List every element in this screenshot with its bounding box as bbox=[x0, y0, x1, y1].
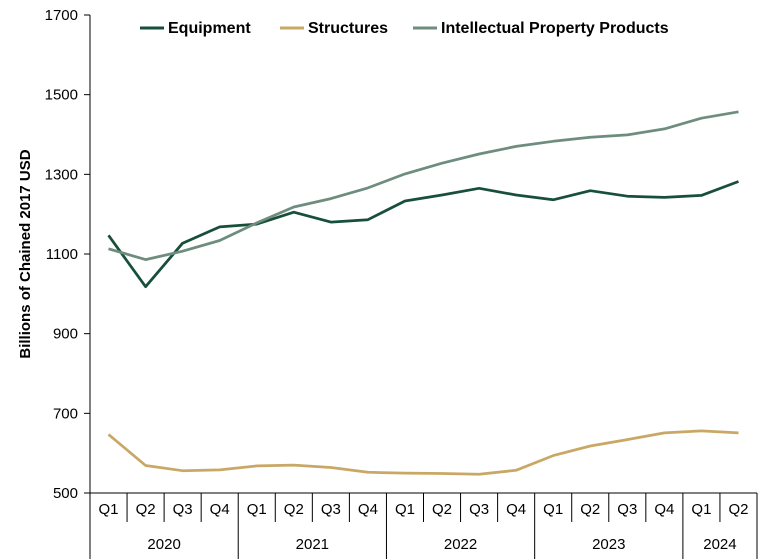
x-year-label: 2021 bbox=[296, 536, 329, 553]
x-quarter-label: Q2 bbox=[136, 501, 156, 518]
legend-label: Intellectual Property Products bbox=[441, 20, 669, 37]
x-quarter-label: Q3 bbox=[321, 501, 341, 518]
x-quarter-label: Q1 bbox=[247, 501, 267, 518]
y-axis: 500 700 900 1100 1300 1500 1700 bbox=[45, 7, 91, 502]
x-quarter-label: Q2 bbox=[284, 501, 304, 518]
x-axis: Q1 Q2 Q3 Q4 Q1 Q2 Q3 Q4 Q1 Q2 Q3 Q4 Q1 Q2 Q3 Q4 Q1 Q2 2020… bbox=[89, 492, 758, 559]
x-quarter-label: Q4 bbox=[210, 501, 230, 518]
y-tick-label: 900 bbox=[53, 326, 78, 343]
series-line-intellectual-property-products bbox=[108, 110, 739, 261]
x-year-label: 2023 bbox=[592, 536, 625, 553]
x-quarter-label: Q1 bbox=[543, 501, 563, 518]
y-tick-label: 500 bbox=[53, 485, 78, 502]
x-quarter-label: Q1 bbox=[99, 501, 119, 518]
x-quarter-label: Q3 bbox=[617, 501, 637, 518]
x-quarter-label: Q2 bbox=[580, 501, 600, 518]
y-tick-label: 1700 bbox=[45, 7, 78, 24]
x-quarter-label: Q4 bbox=[358, 501, 378, 518]
x-quarter-label: Q4 bbox=[654, 501, 674, 518]
x-quarter-label: Q4 bbox=[506, 501, 526, 518]
y-tick-label: 1500 bbox=[45, 87, 78, 104]
y-tick-label: 700 bbox=[53, 405, 78, 422]
legend-label: Equipment bbox=[168, 20, 251, 37]
y-tick-label: 1300 bbox=[45, 166, 78, 183]
x-quarter-label: Q1 bbox=[395, 501, 415, 518]
series-line-equipment bbox=[107, 180, 739, 289]
x-quarter-label: Q3 bbox=[469, 501, 489, 518]
y-tick-label: 1100 bbox=[46, 246, 78, 263]
x-quarter-label: Q2 bbox=[728, 501, 748, 518]
x-year-label: 2024 bbox=[703, 536, 736, 553]
x-quarter-label: Q3 bbox=[173, 501, 193, 518]
x-quarter-label: Q1 bbox=[691, 501, 711, 518]
plot-area bbox=[107, 110, 739, 476]
legend-label: Structures bbox=[308, 20, 388, 37]
legend: Equipment Structures Intellectual Property… bbox=[140, 20, 669, 37]
x-year-label: 2022 bbox=[444, 536, 477, 553]
x-year-label: 2020 bbox=[147, 536, 180, 553]
series-line-structures bbox=[107, 429, 739, 476]
x-quarter-label: Q2 bbox=[432, 501, 452, 518]
y-axis-label: Billions of Chained 2017 USD bbox=[17, 149, 34, 358]
